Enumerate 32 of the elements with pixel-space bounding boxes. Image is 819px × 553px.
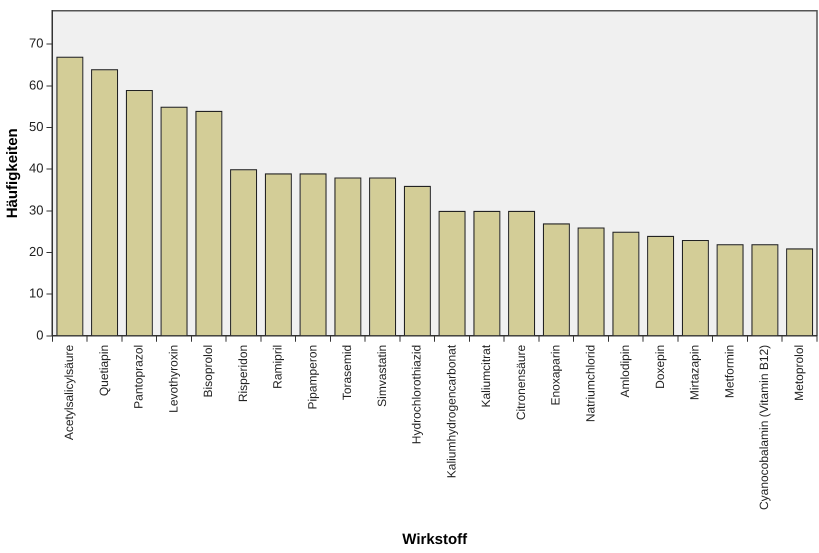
x-axis-title: Wirkstoff: [402, 531, 468, 548]
x-tick-label: Kaliumcitrat: [479, 344, 494, 408]
y-tick-label: 30: [28, 202, 44, 218]
x-tick-label: Pipamperon: [305, 344, 320, 410]
x-tick-label: Metoprolol: [792, 344, 806, 401]
x-tick-label: Enoxaparin: [548, 344, 563, 406]
x-tick-label: Torasemid: [340, 344, 354, 400]
x-tick-label: Citronensäure: [514, 344, 528, 420]
x-tick-label: Hydrochlorothiazid: [410, 344, 424, 444]
y-tick-label: 40: [28, 160, 44, 176]
y-tick-label: 0: [36, 327, 44, 342]
x-tick-label: Kaliumhydrogencarbonat: [444, 344, 458, 478]
y-tick-label: 50: [28, 119, 44, 134]
x-tick-label: Bisoprolol: [201, 344, 216, 398]
y-tick-label: 70: [28, 36, 44, 51]
x-tick-label: Cyanocobalamin (Vitamin B12): [757, 344, 772, 510]
y-tick-label: 20: [28, 244, 44, 260]
x-tick-label: Risperidon: [236, 344, 250, 402]
y-tick-label: 10: [28, 286, 44, 301]
x-tick-label: Doxepin: [652, 344, 667, 389]
x-tick-label: Acetylsalicylsäure: [62, 344, 76, 440]
x-tick-label: Levothyroxin: [166, 344, 180, 413]
x-tick-label: Amlodipin: [618, 344, 632, 398]
x-tick-label: Natriumchlorid: [583, 344, 598, 422]
x-tick-label: Simvastatin: [374, 344, 389, 407]
x-tick-label: Metformin: [722, 344, 736, 398]
x-tick-label: Ramipril: [270, 344, 285, 389]
x-tick-label: Quetiapin: [96, 344, 111, 396]
x-tick-label: Pantoprazol: [132, 344, 146, 409]
y-axis-title: Häufigkeiten: [4, 128, 22, 218]
x-tick-label: Mirtazapin: [688, 344, 702, 400]
y-tick-label: 60: [28, 77, 44, 92]
